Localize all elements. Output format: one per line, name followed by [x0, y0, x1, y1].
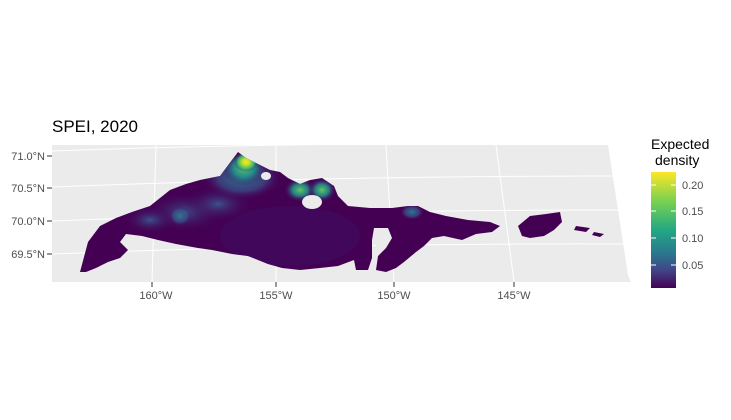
legend-title-line2: density [655, 152, 700, 168]
lat-tick-label: 70.0°N [11, 216, 45, 228]
lat-tick-label: 71.0°N [11, 151, 45, 163]
lon-tick-label: 160°W [139, 290, 173, 302]
lon-tick-label: 145°W [497, 290, 531, 302]
legend-tick-label: 0.20 [682, 180, 703, 192]
legend-tick-label: 0.10 [682, 233, 703, 245]
legend-colorbar: 0.20 0.15 0.10 0.05 [651, 172, 703, 288]
legend-title-line1: Expected [651, 136, 710, 152]
legend-tick-label: 0.15 [682, 206, 703, 218]
lat-tick-label: 70.5°N [11, 183, 45, 195]
lon-tick-label: 150°W [377, 290, 411, 302]
lon-tick-label: 155°W [259, 290, 293, 302]
lon-axis: 160°W 155°W 150°W 145°W [139, 282, 531, 302]
legend-title: Expected density [651, 136, 709, 168]
plot-title: SPEI, 2020 [52, 117, 139, 136]
legend-tick-label: 0.05 [682, 260, 703, 272]
lat-axis: 71.0°N 70.5°N 70.0°N 69.5°N [11, 151, 52, 261]
lat-tick-label: 69.5°N [11, 249, 45, 261]
